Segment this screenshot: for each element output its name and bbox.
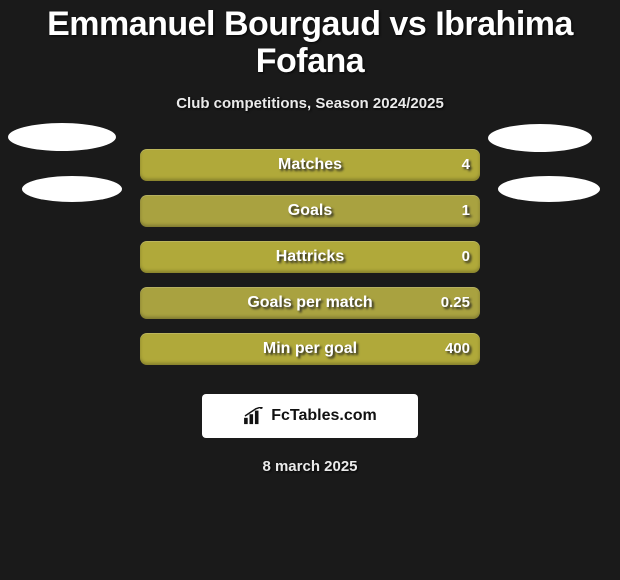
stat-bar-track: Goals per match0.25 [140, 287, 480, 319]
footer-date: 8 march 2025 [0, 458, 620, 475]
stat-bar-track: Matches4 [140, 149, 480, 181]
stat-row: Goals1 [0, 188, 620, 234]
stat-row: Matches4 [0, 142, 620, 188]
comparison-title: Emmanuel Bourgaud vs Ibrahima Fofana [0, 6, 620, 81]
comparison-subtitle: Club competitions, Season 2024/2025 [0, 95, 620, 112]
stat-row: Min per goal400 [0, 326, 620, 372]
stat-bar-fill [140, 287, 480, 319]
stat-row: Hattricks0 [0, 234, 620, 280]
brand-badge[interactable]: FcTables.com [202, 394, 418, 438]
brand-text: FcTables.com [271, 407, 377, 425]
stats-block: Matches4 Goals1 Hattricks0 Goals per match0… [0, 142, 620, 372]
stat-bar-fill [140, 149, 480, 181]
stat-bar-fill [140, 195, 480, 227]
comparison-card: Emmanuel Bourgaud vs Ibrahima Fofana Clu… [0, 0, 620, 580]
bar-chart-icon [243, 407, 265, 425]
stat-bar-track: Min per goal400 [140, 333, 480, 365]
stat-bar-fill [140, 333, 480, 365]
stat-bar-fill [140, 241, 480, 273]
stat-row: Goals per match0.25 [0, 280, 620, 326]
stat-bar-track: Hattricks0 [140, 241, 480, 273]
stat-bar-track: Goals1 [140, 195, 480, 227]
